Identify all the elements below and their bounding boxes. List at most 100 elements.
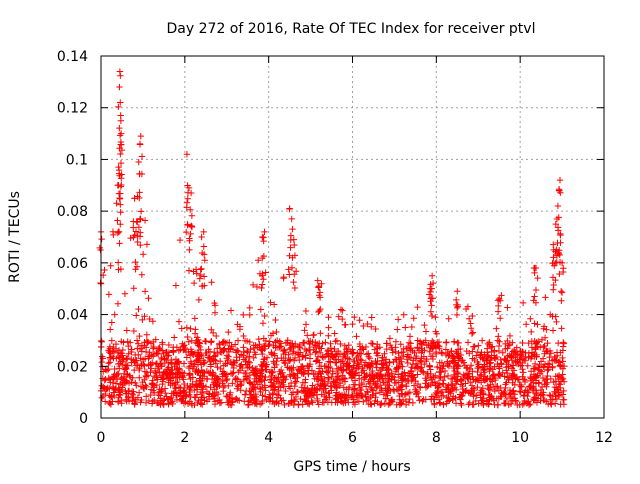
data-point: [304, 367, 312, 374]
data-point: [188, 400, 195, 407]
data-point: [170, 388, 178, 396]
data-point: [183, 204, 190, 211]
data-point: [261, 377, 268, 384]
data-point: [416, 383, 424, 391]
data-point: [130, 327, 138, 335]
data-point: [291, 284, 299, 292]
data-point: [128, 346, 135, 353]
data-point: [498, 390, 505, 397]
data-point: [324, 374, 332, 381]
data-point: [98, 394, 106, 401]
data-point: [259, 270, 266, 277]
data-point: [169, 366, 176, 374]
data-point: [255, 335, 262, 343]
data-point: [505, 363, 512, 370]
data-point: [556, 176, 564, 184]
data-point: [198, 361, 205, 368]
data-point: [302, 376, 309, 383]
data-point: [291, 382, 298, 390]
data-point: [289, 225, 296, 233]
data-point: [308, 397, 315, 405]
data-point: [275, 387, 282, 395]
data-point: [185, 267, 193, 274]
data-point: [278, 379, 285, 386]
data-point: [223, 352, 231, 359]
data-point: [272, 316, 279, 324]
data-point: [522, 320, 530, 328]
data-point: [519, 339, 526, 347]
data-point: [250, 344, 257, 352]
data-point: [403, 356, 411, 363]
data-point: [224, 399, 231, 406]
data-point: [354, 352, 362, 360]
data-point: [383, 345, 390, 353]
data-point: [115, 103, 122, 111]
data-point: [549, 274, 557, 281]
data-point: [516, 388, 523, 395]
data-point: [282, 360, 289, 367]
data-point: [443, 338, 450, 346]
data-point: [158, 397, 165, 404]
data-point: [389, 349, 396, 356]
data-point: [335, 313, 342, 320]
data-point: [535, 380, 542, 387]
data-point: [350, 387, 358, 395]
data-point: [419, 368, 427, 375]
data-point: [304, 393, 312, 401]
data-point: [195, 336, 202, 343]
data-point: [453, 311, 461, 319]
data-point: [503, 379, 510, 386]
data-point: [150, 373, 158, 380]
data-point: [514, 350, 521, 358]
data-point: [261, 355, 268, 363]
data-point: [306, 350, 314, 358]
data-point: [520, 369, 527, 376]
data-point: [359, 344, 366, 352]
data-point: [294, 389, 302, 396]
data-point: [253, 283, 261, 291]
data-point: [457, 400, 465, 407]
data-point: [537, 358, 545, 365]
data-point: [422, 337, 429, 344]
data-point: [259, 320, 267, 327]
data-point: [413, 390, 420, 397]
data-point: [402, 324, 409, 331]
data-point: [555, 372, 563, 379]
data-point: [509, 390, 517, 398]
data-point: [492, 355, 499, 362]
data-point: [108, 337, 116, 344]
data-point: [436, 400, 444, 407]
data-point: [198, 282, 206, 290]
data-point: [517, 362, 525, 370]
data-point: [363, 351, 371, 358]
data-point: [427, 342, 435, 350]
data-point: [438, 388, 446, 396]
data-point: [196, 375, 203, 382]
data-point: [386, 382, 393, 389]
data-point: [398, 390, 405, 398]
data-point: [429, 337, 436, 345]
data-point: [459, 392, 466, 399]
data-point: [509, 379, 516, 386]
data-point: [156, 386, 163, 393]
data-point: [131, 366, 138, 374]
data-point: [435, 383, 443, 391]
data-point: [278, 354, 285, 362]
data-point: [291, 252, 299, 259]
data-point: [117, 72, 124, 79]
data-point: [188, 212, 196, 220]
data-point: [350, 364, 357, 371]
data-point: [527, 315, 534, 322]
data-point: [220, 362, 227, 369]
data-point: [349, 346, 356, 353]
data-point: [557, 349, 564, 356]
data-point: [118, 374, 125, 382]
data-point: [132, 228, 140, 235]
data-point: [300, 339, 307, 346]
data-point: [453, 304, 461, 312]
data-point: [415, 393, 422, 400]
data-point: [310, 343, 318, 351]
data-point: [487, 359, 494, 366]
data-point: [315, 401, 322, 408]
data-point: [99, 353, 106, 360]
